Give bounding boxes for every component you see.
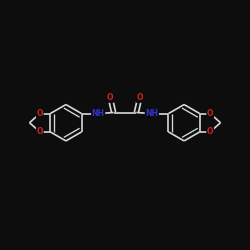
Text: NH: NH bbox=[92, 109, 105, 118]
Text: O: O bbox=[136, 93, 143, 102]
Text: O: O bbox=[107, 93, 114, 102]
Text: NH: NH bbox=[145, 109, 158, 118]
Text: O: O bbox=[207, 109, 214, 118]
Text: O: O bbox=[36, 109, 43, 118]
Text: O: O bbox=[36, 127, 43, 136]
Text: O: O bbox=[207, 127, 214, 136]
